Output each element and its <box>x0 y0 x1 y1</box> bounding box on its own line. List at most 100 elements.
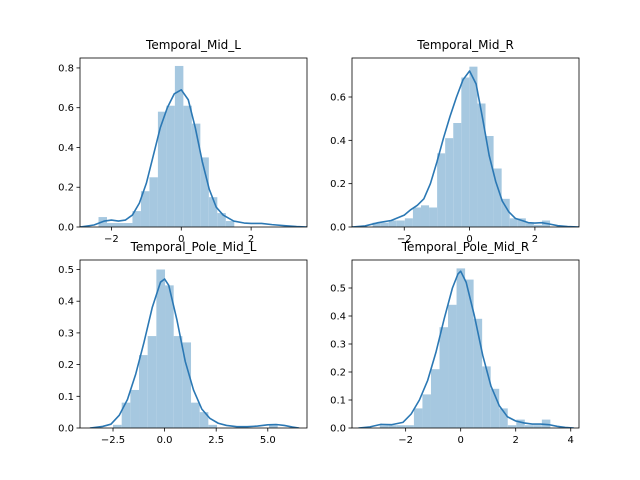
plot-area <box>89 269 300 428</box>
subplot-temporal-pole-mid-l: −2.5 0.0 2.5 5.0 0.0 0.1 0.2 0.3 0.4 0.5 Temporal_… <box>58 240 308 446</box>
histogram-bar <box>490 388 500 428</box>
kde-line <box>358 270 575 428</box>
histogram-bar <box>404 218 413 227</box>
histogram-bar <box>477 103 486 227</box>
histogram-bar <box>405 425 414 428</box>
histogram-bar <box>225 221 235 227</box>
histogram-bar <box>183 105 192 227</box>
histogram-bar <box>445 138 454 227</box>
histogram-bar <box>191 402 200 428</box>
histogram-bar <box>533 224 542 227</box>
axes-frame <box>79 57 308 228</box>
histogram-bar <box>372 222 381 227</box>
histogram-bar <box>499 408 508 428</box>
histogram-bar <box>430 369 440 428</box>
x-tick-label: 2 <box>248 234 254 245</box>
histogram-bar <box>121 402 131 428</box>
histogram-bar <box>165 285 174 428</box>
histogram-bar <box>439 327 449 428</box>
y-tick-label: 0.2 <box>330 179 346 190</box>
y-tick-label: 0.1 <box>58 392 74 403</box>
y-tick-label: 0.1 <box>330 396 346 407</box>
histogram-bar <box>140 191 150 227</box>
x-tick-label: 2 <box>513 435 519 446</box>
histogram-bar <box>199 412 209 428</box>
y-tick-label: 0.0 <box>58 223 74 234</box>
x-tick-label: 2.5 <box>208 435 224 446</box>
y-tick-label: 0.3 <box>330 340 346 351</box>
histogram-bar <box>388 425 397 428</box>
y-tick-label: 0.0 <box>330 424 346 435</box>
histogram-bar <box>132 211 141 227</box>
subplot-title: Temporal_Mid_R <box>416 38 514 52</box>
y-tick-label: 0.6 <box>58 103 74 114</box>
histogram-bar <box>485 136 494 227</box>
x-tick-label: 0 <box>457 435 463 446</box>
histogram-bar <box>106 223 116 227</box>
histogram-bar <box>200 157 209 227</box>
y-tick-label: 0.6 <box>330 93 346 104</box>
x-tick-label: 2 <box>532 234 538 245</box>
histogram-bar <box>182 342 192 428</box>
histogram-bar <box>147 336 157 428</box>
histogram-bar <box>396 220 405 227</box>
y-tick-label: 0.2 <box>58 183 74 194</box>
y-tick-label: 0.3 <box>58 328 74 339</box>
y-tick-label: 0.2 <box>330 368 346 379</box>
histogram-bar <box>422 394 431 428</box>
plot-area <box>358 268 575 428</box>
y-tick-label: 0.0 <box>58 424 74 435</box>
histogram-bar <box>269 424 278 428</box>
histogram-bar <box>473 318 483 428</box>
x-tick-label: 0.0 <box>157 435 173 446</box>
subplot-temporal-mid-r: −2 0 2 0.0 0.2 0.4 0.6 Temporal_Mid_R <box>330 38 580 245</box>
histogram-bar <box>123 223 133 227</box>
y-tick-label: 0.4 <box>330 312 346 323</box>
histogram-bar <box>465 279 474 428</box>
histogram-bar <box>157 111 167 227</box>
histogram-bar <box>191 123 201 227</box>
histogram-bar <box>507 425 517 428</box>
histogram-bar <box>217 213 226 227</box>
subplot-title: Temporal_Mid_L <box>145 38 241 52</box>
y-tick-label: 0.5 <box>58 265 74 276</box>
histogram-bar <box>113 424 122 428</box>
histogram-bar <box>139 355 148 428</box>
histogram-bar <box>525 222 534 227</box>
histogram-bar <box>388 220 397 227</box>
histogram-bar <box>493 168 502 227</box>
kde-line <box>80 89 307 227</box>
histogram-bar <box>437 153 446 227</box>
y-tick-label: 0.4 <box>58 143 74 154</box>
x-tick-label: 0 <box>466 234 472 245</box>
y-tick-label: 0.0 <box>330 223 346 234</box>
histogram-bar <box>149 177 158 227</box>
histogram-bar <box>379 425 389 428</box>
y-tick-label: 0.2 <box>58 360 74 371</box>
histogram-bar <box>208 197 218 227</box>
histogram-bar <box>482 366 491 428</box>
subplot-temporal-pole-mid-r: −2 0 2 4 0.0 0.1 0.2 0.3 0.4 0.5 Temporal_Pole_Mid… <box>330 240 580 446</box>
kde-line <box>352 70 579 227</box>
histogram-bar <box>166 105 175 227</box>
x-tick-label: −2.5 <box>101 435 125 446</box>
histogram-bar <box>524 425 534 428</box>
x-tick-label: 4 <box>568 435 574 446</box>
x-tick-label: −2 <box>398 435 413 446</box>
histogram-bar <box>130 389 140 428</box>
x-tick-label: 5.0 <box>260 435 276 446</box>
histogram-bar <box>501 198 510 227</box>
y-tick-label: 0.4 <box>58 297 74 308</box>
kde-line <box>89 278 300 428</box>
subplot-title: Temporal_Pole_Mid_L <box>130 240 257 254</box>
histogram-bar <box>448 304 457 428</box>
subplot-title: Temporal_Pole_Mid_R <box>401 240 529 254</box>
histogram-bar <box>412 207 421 227</box>
histogram-bar <box>420 205 430 227</box>
histogram-bar <box>533 425 542 428</box>
x-tick-label: −2 <box>104 234 119 245</box>
plot-area <box>80 65 307 227</box>
y-tick-label: 0.4 <box>330 136 346 147</box>
axes-frame <box>351 57 580 228</box>
